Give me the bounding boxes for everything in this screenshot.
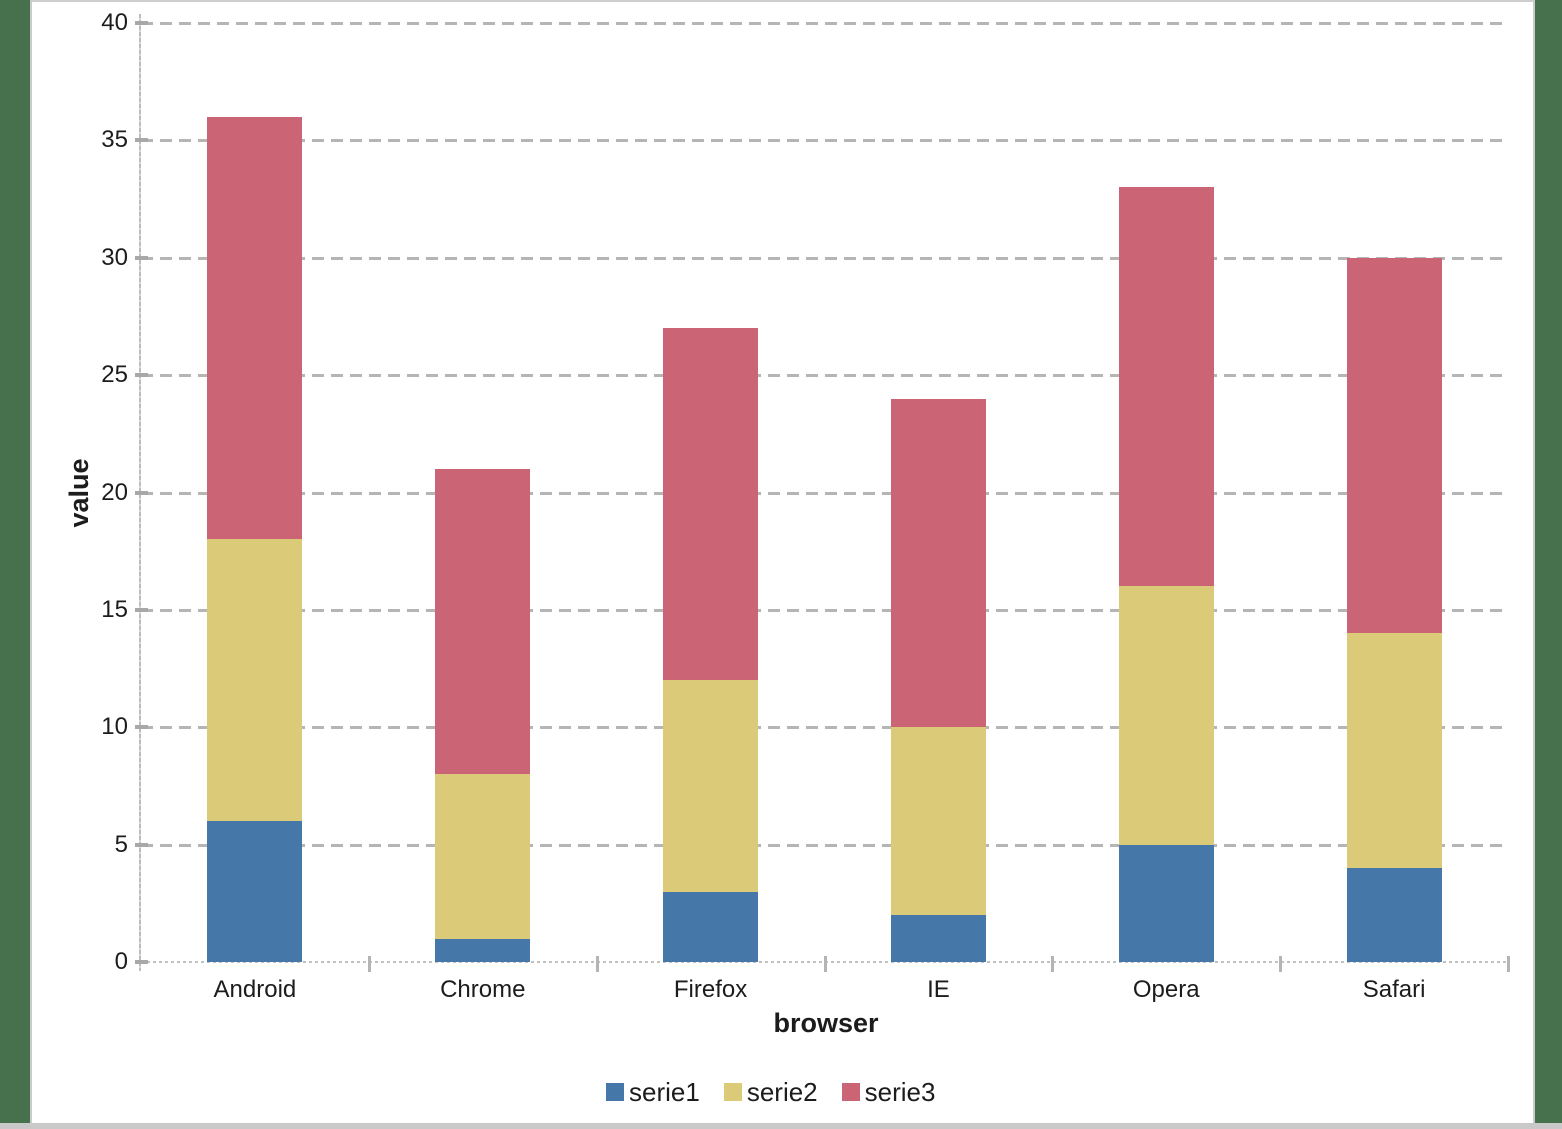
y-tick-label-35: 35	[101, 126, 128, 154]
x-category-label-ie: IE	[927, 976, 950, 1003]
y-axis-tick-25	[135, 373, 148, 378]
bar-segment-ie-serie2	[890, 727, 986, 916]
x-axis-tick-1	[367, 956, 371, 972]
y-axis-tick-40	[135, 21, 148, 25]
x-axis-tick-5	[1279, 956, 1283, 972]
right-edge-line	[1533, 0, 1535, 1123]
legend-label-serie2: serie2	[746, 1076, 818, 1107]
bar-segment-chrome-serie1	[435, 938, 531, 962]
y-axis-tick-5	[135, 842, 148, 847]
y-tick-label-20: 20	[101, 478, 128, 506]
x-category-label-safari: Safari	[1362, 976, 1426, 1003]
x-axis-tick-6	[1507, 956, 1510, 972]
y-tick-label-5: 5	[114, 830, 128, 858]
bar-segment-firefox-serie1	[663, 891, 759, 962]
bar-segment-chrome-serie2	[435, 774, 531, 939]
bar-segment-android-serie3	[207, 116, 303, 540]
x-category-label-android: Android	[213, 976, 297, 1003]
y-axis-tick-35	[135, 138, 148, 143]
x-axis-title: browser	[773, 1008, 879, 1038]
legend-item-serie3: serie3	[841, 1076, 936, 1108]
bar-segment-android-serie1	[207, 821, 303, 962]
bar-segment-firefox-serie2	[663, 680, 759, 892]
y-tick-label-10: 10	[101, 713, 128, 741]
right-border	[1535, 0, 1562, 1123]
x-axis-tick-4	[1051, 956, 1055, 972]
bar-segment-safari-serie2	[1346, 633, 1442, 869]
bar-segment-ie-serie1	[890, 915, 986, 962]
y-tick-label-40: 40	[101, 9, 128, 36]
left-border	[0, 0, 30, 1123]
y-tick-label-0: 0	[114, 948, 128, 975]
y-axis-tick-30	[135, 255, 148, 260]
legend: serie1 serie2 serie3	[606, 1076, 936, 1108]
bar-segment-ie-serie3	[890, 398, 986, 728]
bottom-edge-band	[0, 1123, 1562, 1129]
y-tick-label-25: 25	[101, 361, 128, 389]
gridline-40	[141, 22, 1508, 25]
bar-segment-opera-serie1	[1118, 844, 1214, 962]
bar-segment-chrome-serie3	[435, 469, 531, 775]
legend-swatch-serie2	[723, 1083, 742, 1101]
legend-swatch-serie3	[841, 1083, 860, 1101]
left-edge-line	[30, 0, 32, 1123]
x-category-label-firefox: Firefox	[673, 976, 748, 1003]
gridline-35	[141, 139, 1508, 143]
bar-segment-firefox-serie3	[663, 328, 759, 681]
y-axis-tick-15	[135, 607, 148, 612]
y-tick-label-15: 15	[101, 595, 128, 623]
legend-swatch-serie1	[606, 1083, 624, 1101]
y-axis-tick-0	[135, 960, 148, 964]
x-axis-tick-3	[823, 956, 827, 972]
legend-item-serie1: serie1	[606, 1077, 700, 1108]
x-axis-tick-2	[595, 956, 599, 972]
y-axis-tick-10	[135, 725, 148, 730]
gridline-15	[141, 608, 1508, 612]
x-category-label-opera: Opera	[1132, 976, 1200, 1003]
legend-label-serie3: serie3	[864, 1076, 936, 1107]
bar-segment-safari-serie1	[1346, 868, 1442, 962]
bar-segment-opera-serie3	[1118, 187, 1214, 587]
legend-item-serie2: serie2	[723, 1076, 818, 1108]
bar-segment-safari-serie3	[1346, 257, 1442, 634]
gridline-10	[141, 726, 1508, 730]
bar-segment-android-serie2	[207, 539, 303, 822]
y-tick-label-30: 30	[101, 243, 128, 271]
y-axis-title: value	[64, 458, 94, 528]
gridline-25	[141, 374, 1508, 378]
gridline-30	[141, 256, 1508, 260]
gridline-20	[141, 491, 1508, 495]
bar-segment-opera-serie2	[1118, 586, 1214, 845]
top-edge-line	[32, 0, 1533, 2]
legend-label-serie1: serie1	[629, 1076, 700, 1107]
gridline-5	[141, 843, 1508, 847]
x-category-label-chrome: Chrome	[440, 976, 526, 1003]
y-axis-tick-20	[135, 490, 148, 495]
